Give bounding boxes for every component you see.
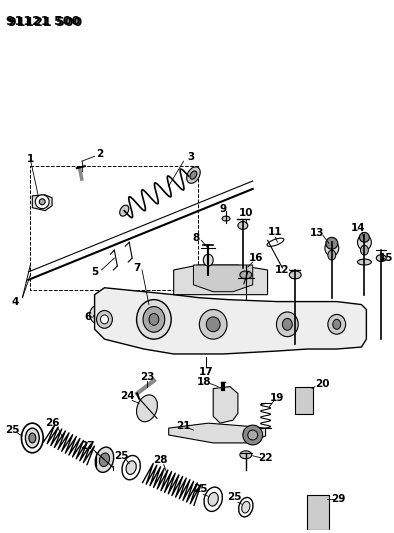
Polygon shape	[193, 265, 253, 292]
Bar	[30, 166, 198, 290]
Text: 27: 27	[80, 441, 95, 451]
Ellipse shape	[204, 487, 222, 512]
Ellipse shape	[100, 315, 108, 324]
Ellipse shape	[21, 423, 43, 453]
Ellipse shape	[149, 313, 159, 325]
Ellipse shape	[122, 456, 140, 480]
Bar	[307, 495, 329, 530]
Ellipse shape	[137, 300, 171, 339]
Text: 4: 4	[12, 296, 19, 306]
Ellipse shape	[357, 259, 371, 265]
Text: 14: 14	[351, 223, 366, 233]
Text: 21: 21	[176, 421, 191, 431]
Text: 29: 29	[331, 494, 346, 504]
Polygon shape	[174, 265, 268, 295]
Text: 25: 25	[5, 425, 20, 435]
Text: 16: 16	[249, 253, 263, 263]
Polygon shape	[32, 195, 52, 211]
Ellipse shape	[240, 271, 252, 279]
Ellipse shape	[242, 502, 250, 513]
Ellipse shape	[95, 447, 114, 472]
Polygon shape	[169, 423, 266, 443]
Text: 23: 23	[140, 372, 154, 382]
Circle shape	[326, 237, 338, 249]
Text: 1: 1	[27, 154, 34, 164]
Ellipse shape	[97, 311, 112, 328]
Ellipse shape	[29, 433, 36, 443]
Circle shape	[90, 304, 110, 324]
Ellipse shape	[206, 317, 220, 332]
Text: 20: 20	[315, 378, 329, 389]
Ellipse shape	[137, 395, 157, 422]
Ellipse shape	[289, 271, 301, 279]
Text: 10: 10	[238, 208, 253, 217]
Text: 11: 11	[268, 228, 283, 237]
Circle shape	[35, 195, 49, 209]
Ellipse shape	[99, 453, 110, 466]
Ellipse shape	[126, 461, 136, 474]
Ellipse shape	[282, 318, 292, 330]
Text: 24: 24	[120, 391, 134, 401]
Ellipse shape	[190, 171, 197, 179]
Text: 2: 2	[96, 149, 103, 159]
Text: 3: 3	[187, 152, 194, 162]
Text: 18: 18	[197, 377, 212, 386]
Ellipse shape	[208, 492, 218, 506]
Text: 28: 28	[154, 455, 168, 465]
Ellipse shape	[199, 310, 227, 339]
Ellipse shape	[357, 235, 371, 250]
Ellipse shape	[361, 245, 368, 255]
Ellipse shape	[222, 216, 230, 221]
Text: 6: 6	[84, 312, 91, 322]
Ellipse shape	[238, 222, 248, 229]
Text: 9: 9	[219, 204, 227, 214]
Text: 17: 17	[199, 367, 214, 377]
Text: 25: 25	[227, 492, 241, 502]
Text: 8: 8	[193, 233, 200, 244]
Text: 22: 22	[258, 453, 273, 463]
Text: 19: 19	[270, 393, 284, 403]
Text: 25: 25	[114, 451, 128, 461]
Circle shape	[95, 310, 104, 319]
Ellipse shape	[203, 254, 213, 266]
Ellipse shape	[277, 312, 298, 337]
Circle shape	[39, 199, 45, 205]
Ellipse shape	[328, 250, 336, 260]
Text: 25: 25	[193, 484, 208, 495]
Circle shape	[359, 232, 369, 243]
Ellipse shape	[328, 314, 346, 334]
Text: 7: 7	[134, 263, 141, 273]
Ellipse shape	[325, 240, 339, 256]
Polygon shape	[213, 386, 238, 423]
Ellipse shape	[240, 451, 252, 459]
Bar	[295, 386, 313, 414]
Ellipse shape	[25, 428, 39, 448]
Polygon shape	[95, 288, 366, 354]
Ellipse shape	[120, 205, 129, 216]
Text: 12: 12	[275, 265, 290, 275]
Ellipse shape	[333, 319, 341, 329]
Text: 13: 13	[310, 228, 324, 238]
Ellipse shape	[239, 497, 253, 517]
Circle shape	[248, 430, 258, 440]
Ellipse shape	[187, 167, 200, 183]
Text: 26: 26	[45, 418, 59, 428]
Ellipse shape	[143, 306, 165, 332]
Text: 5: 5	[91, 267, 98, 277]
Text: 15: 15	[379, 253, 394, 263]
Ellipse shape	[376, 255, 386, 262]
Circle shape	[243, 425, 263, 445]
Text: 91121 500: 91121 500	[7, 16, 82, 29]
Text: 91121 500: 91121 500	[6, 15, 80, 28]
